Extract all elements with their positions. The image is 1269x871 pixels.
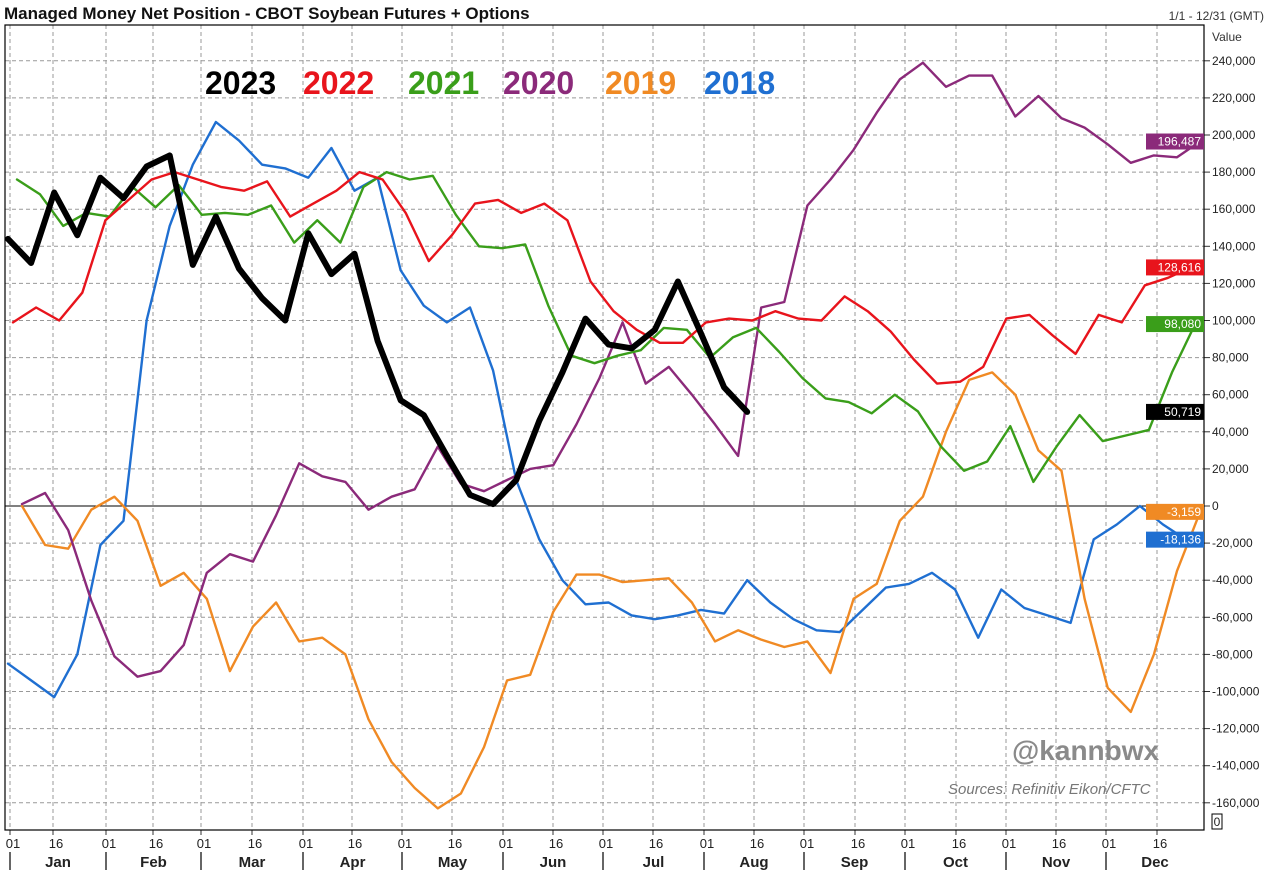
x-tick-label: 16: [248, 836, 262, 851]
y-tick-label: -20,000: [1212, 536, 1253, 550]
legend-item-2023: 2023: [205, 65, 276, 101]
x-tick-label: 16: [1153, 836, 1167, 851]
x-tick-label: 16: [1052, 836, 1066, 851]
y-tick-label: -60,000: [1212, 610, 1253, 624]
last-value-badge-2019: [1146, 503, 1204, 520]
legend-item-2022: 2022: [303, 65, 374, 101]
zero-marker-box: [1211, 813, 1223, 830]
last-value-badge-2021: [1146, 316, 1204, 333]
y-tick-label: 240,000: [1212, 54, 1256, 68]
x-tick-label: 01: [299, 836, 313, 851]
month-label: May: [438, 854, 468, 871]
month-label: Nov: [1042, 854, 1071, 871]
month-label: Dec: [1141, 854, 1169, 871]
series-line-2022: [11, 170, 1193, 385]
axes: 01 16 01 16 01 16 01 16 01 16 01 16 01 16 01 16 01 16 01 16…: [4, 24, 1260, 871]
grid: [5, 25, 1204, 830]
y-tick-label: 100,000: [1212, 314, 1256, 328]
plot-frame: [4, 24, 1205, 831]
month-label: Apr: [340, 854, 366, 871]
last-value-label-2020: 196,487: [1158, 135, 1202, 149]
month-label: Jan: [45, 854, 71, 871]
legend: 2023 2022 2021 2020 2019 2018: [205, 65, 775, 101]
x-tick-label: 16: [149, 836, 163, 851]
y-tick-label: 220,000: [1212, 91, 1256, 105]
x-tick-label: 16: [750, 836, 764, 851]
y-tick-label: 80,000: [1212, 351, 1249, 365]
last-value-badge-2020: [1146, 133, 1204, 150]
x-tick-label: 01: [800, 836, 814, 851]
series-line-2023: [5, 152, 751, 508]
series-line-2018: [6, 120, 1188, 699]
y-tick-label: -80,000: [1212, 647, 1253, 661]
last-value-label-2018: -18,136: [1160, 533, 1201, 547]
chart-title: Managed Money Net Position - CBOT Soybea…: [4, 4, 530, 23]
series-line-2019: [20, 371, 1202, 810]
x-tick-label: 01: [901, 836, 915, 851]
last-value-badge-2023: [1146, 403, 1204, 420]
x-tick-label: 01: [1102, 836, 1116, 851]
last-value-label-2019: -3,159: [1167, 505, 1201, 519]
y-tick-label: 0: [1212, 499, 1219, 513]
legend-item-2019: 2019: [605, 65, 676, 101]
y-tick-label: 120,000: [1212, 276, 1256, 290]
last-value-badge-2022: [1146, 259, 1204, 276]
watermark: @kannbwx: [1012, 735, 1160, 766]
month-label: Feb: [140, 854, 167, 871]
month-label: Sep: [841, 854, 869, 871]
y-tick-label: -140,000: [1212, 759, 1260, 773]
series-line-2020: [20, 61, 1202, 678]
series-line-2021: [15, 170, 1197, 484]
y-tick-label: -160,000: [1212, 796, 1260, 810]
series-lines: [5, 61, 1202, 810]
x-tick-label: 01: [1002, 836, 1016, 851]
x-tick-label: 16: [549, 836, 563, 851]
zero-marker: 0: [1214, 815, 1221, 829]
month-label: Oct: [943, 854, 968, 871]
month-label: Mar: [239, 854, 266, 871]
y-tick-label: 200,000: [1212, 128, 1256, 142]
y-tick-label: 160,000: [1212, 202, 1256, 216]
y-tick-label: 60,000: [1212, 388, 1249, 402]
x-tick-label: 16: [348, 836, 362, 851]
y-tick-label: -120,000: [1212, 722, 1260, 736]
x-tick-label: 01: [197, 836, 211, 851]
y-tick-label: -40,000: [1212, 573, 1253, 587]
legend-item-2018: 2018: [704, 65, 775, 101]
x-tick-label: 01: [700, 836, 714, 851]
y-tick-label: -100,000: [1212, 685, 1260, 699]
x-tick-label: 16: [448, 836, 462, 851]
x-tick-label: 16: [649, 836, 663, 851]
x-tick-label: 16: [952, 836, 966, 851]
x-tick-label: 01: [6, 836, 20, 851]
x-tick-label: 01: [398, 836, 412, 851]
last-value-badge-2018: [1146, 531, 1204, 548]
x-tick-label: 01: [499, 836, 513, 851]
last-value-label-2021: 98,080: [1164, 317, 1201, 331]
y-tick-label: 140,000: [1212, 239, 1256, 253]
month-label: Aug: [739, 854, 768, 871]
last-value-label-2023: 50,719: [1164, 405, 1201, 419]
date-range: 1/1 - 12/31 (GMT): [1169, 9, 1264, 23]
x-tick-label: 16: [49, 836, 63, 851]
y-axis-label: Value: [1212, 30, 1242, 44]
source-note: Sources: Refinitiv Eikon/CFTC: [948, 781, 1151, 798]
y-tick-label: 180,000: [1212, 165, 1256, 179]
legend-item-2021: 2021: [408, 65, 479, 101]
x-tick-label: 16: [851, 836, 865, 851]
last-value-label-2022: 128,616: [1158, 260, 1202, 274]
x-tick-label: 01: [599, 836, 613, 851]
month-label: Jun: [540, 854, 567, 871]
y-tick-label: 20,000: [1212, 462, 1249, 476]
legend-item-2020: 2020: [503, 65, 574, 101]
x-tick-label: 01: [102, 836, 116, 851]
y-tick-label: 40,000: [1212, 425, 1249, 439]
last-value-labels: 50,719 128,616 98,080 196,487 -3,159 -18,136: [1146, 133, 1204, 548]
month-label: Jul: [643, 854, 665, 871]
